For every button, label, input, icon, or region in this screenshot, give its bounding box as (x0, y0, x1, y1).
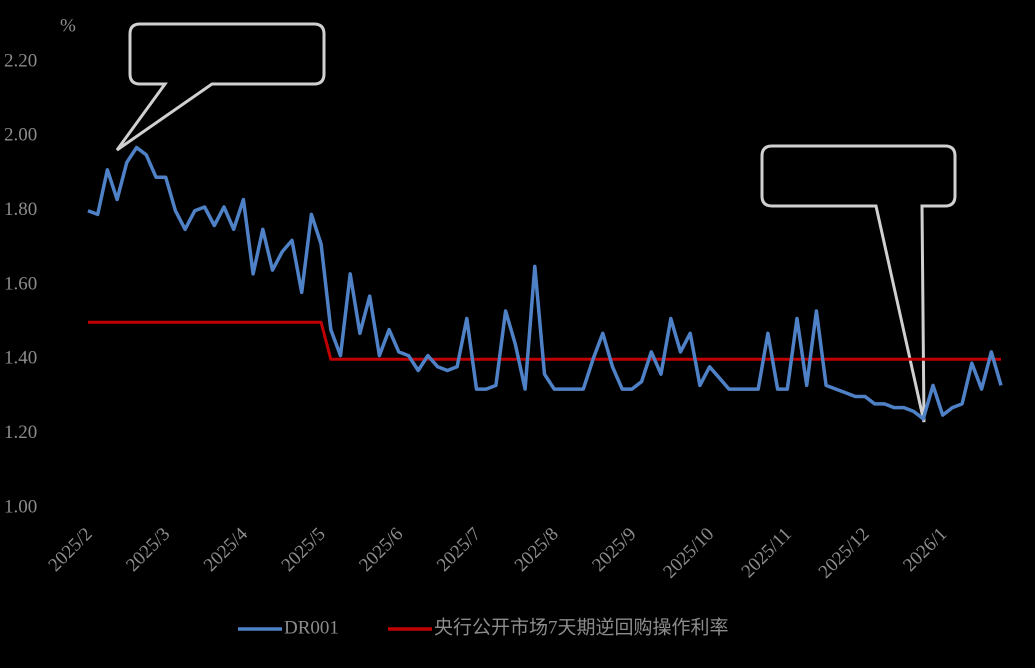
y-tick-label: 1.40 (4, 348, 37, 369)
callout (760, 144, 957, 423)
y-axis-label: % (60, 15, 76, 36)
legend-label: 央行公开市场7天期逆回购操作利率 (434, 616, 729, 638)
y-tick-label: 2.20 (4, 50, 37, 71)
y-tick-label: 1.20 (4, 422, 37, 443)
y-tick-label: 1.80 (4, 199, 37, 220)
legend-label: DR001 (284, 617, 339, 638)
y-tick-label: 2.00 (4, 125, 37, 146)
y-tick-label: 1.60 (4, 273, 37, 294)
y-tick-label: 1.00 (4, 496, 37, 517)
data-line (87, 145, 1003, 421)
callout (115, 22, 326, 152)
